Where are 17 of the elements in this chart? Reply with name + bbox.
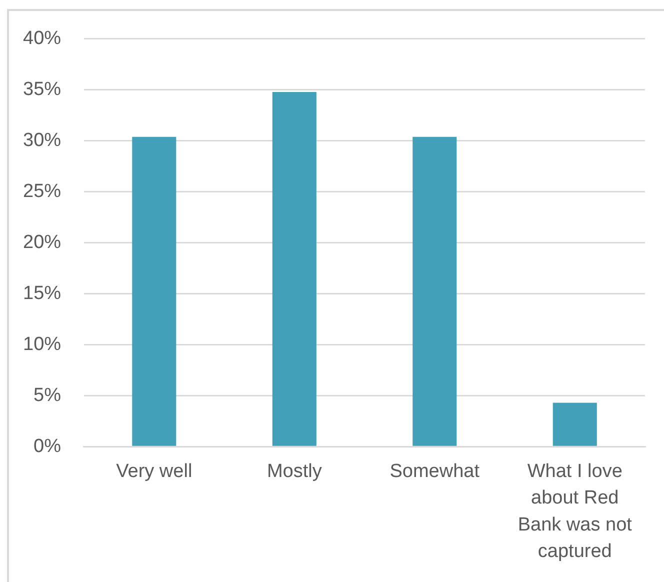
y-tick-label: 0%: [34, 436, 62, 457]
y-tick-label: 15%: [22, 282, 62, 304]
x-tick-label: What I love about Red Bank was not captured: [518, 461, 633, 562]
bar: [272, 92, 316, 446]
y-tick-label: 40%: [22, 28, 62, 50]
y-tick-label: 25%: [22, 181, 62, 202]
bar: [132, 136, 176, 446]
y-tick-label: 35%: [22, 79, 62, 100]
y-tick-label: 30%: [22, 130, 62, 152]
bar: [412, 136, 457, 446]
x-tick-label: Mostly: [266, 461, 322, 482]
bar: [552, 402, 597, 446]
y-tick-label: 5%: [34, 384, 62, 406]
y-tick-label: 20%: [22, 232, 62, 254]
x-tick-label: Somewhat: [390, 461, 480, 482]
y-tick-label: 10%: [22, 334, 62, 355]
x-tick-label: Very well: [116, 461, 192, 482]
